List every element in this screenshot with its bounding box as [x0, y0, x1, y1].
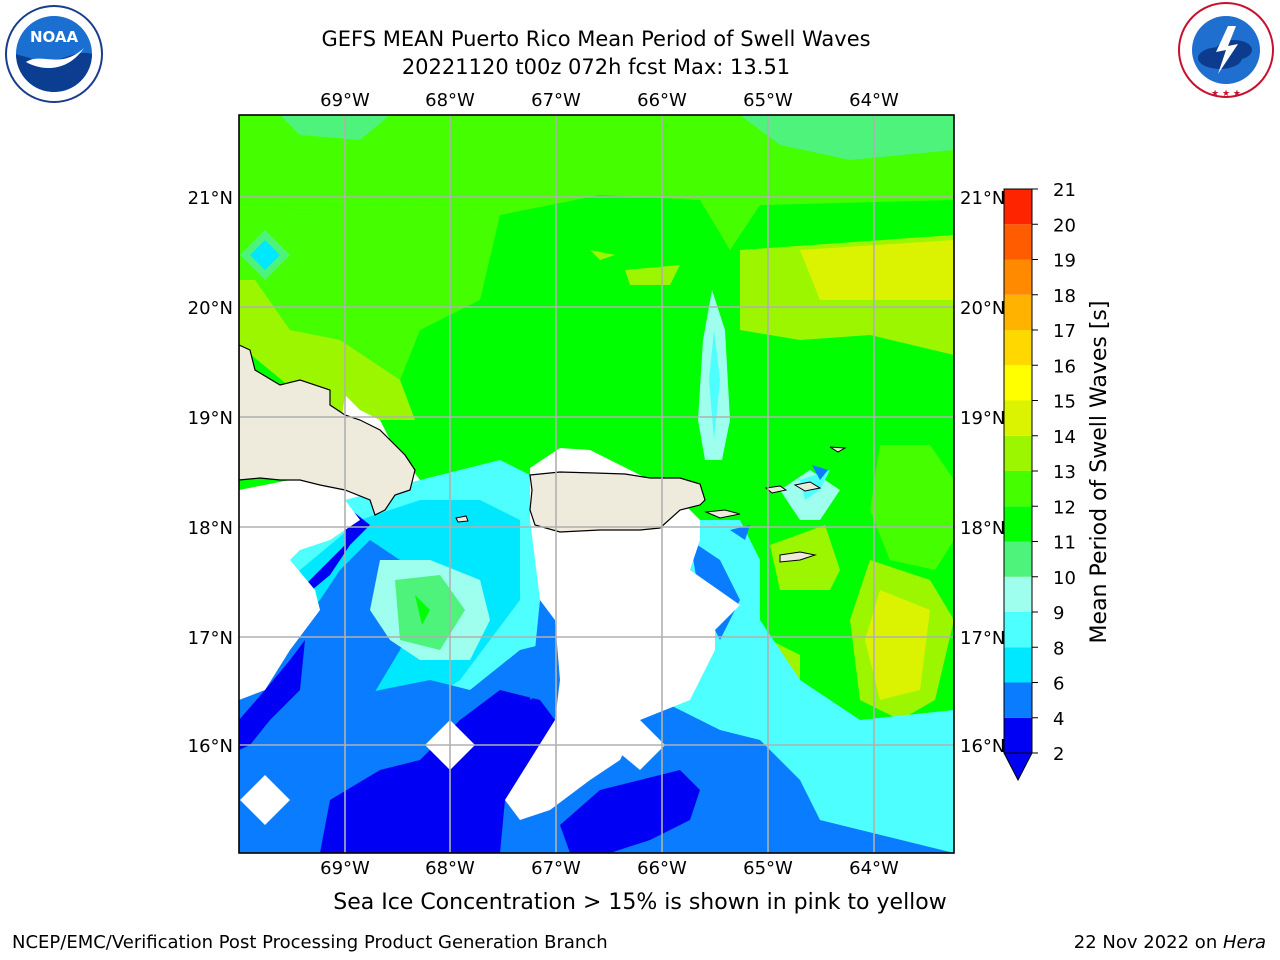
- colorbar-tick-label: 13: [1053, 462, 1076, 483]
- lat-label-left: 16°N: [188, 736, 233, 757]
- colorbar-tick-label: 9: [1053, 603, 1064, 624]
- swell-period-field: [239, 115, 954, 853]
- lon-label-top: 64°W: [849, 90, 899, 111]
- lat-label-left: 20°N: [188, 298, 233, 319]
- colorbar-tick-label: 15: [1053, 392, 1076, 413]
- lat-label-right: 21°N: [960, 188, 1005, 209]
- colorbar-tick-label: 18: [1053, 286, 1076, 307]
- colorbar-label: Mean Period of Swell Waves [s]: [1087, 301, 1112, 644]
- lon-label-bottom: 64°W: [849, 858, 899, 879]
- lon-label-bottom: 68°W: [425, 858, 475, 879]
- forecast-subtitle: 20221120 t00z 072h fcst Max: 13.51: [401, 55, 791, 79]
- colorbar-segment: [1004, 400, 1032, 436]
- sea-ice-note: Sea Ice Concentration > 15% is shown in …: [333, 890, 947, 915]
- colorbar-tick-label: 21: [1053, 180, 1076, 201]
- colorbar-segment: [1004, 576, 1032, 612]
- colorbar-segment: [1004, 506, 1032, 542]
- colorbar-tick-label: 16: [1053, 356, 1076, 377]
- latitude-labels-left: 21°N 20°N 19°N 18°N 17°N 16°N: [188, 188, 233, 757]
- machine-name: Hera: [1222, 932, 1266, 953]
- colorbar-segment: [1004, 259, 1032, 295]
- noaa-logo: NOAA: [5, 5, 103, 103]
- colorbar-tick-label: 20: [1053, 215, 1076, 236]
- lon-label-top: 67°W: [531, 90, 581, 111]
- longitude-labels-top: 69°W 68°W 67°W 66°W 65°W 64°W: [320, 90, 899, 111]
- lon-label-top: 65°W: [743, 90, 793, 111]
- lat-label-right: 19°N: [960, 408, 1005, 429]
- nws-logo: ★ ★ ★: [1178, 2, 1274, 99]
- svg-text:★ ★ ★: ★ ★ ★: [1211, 89, 1241, 99]
- lat-label-right: 20°N: [960, 298, 1005, 319]
- lat-label-right: 16°N: [960, 736, 1005, 757]
- map-frame: [238, 114, 955, 854]
- lon-label-bottom: 67°W: [531, 858, 581, 879]
- colorbar-segment: [1004, 541, 1032, 577]
- lat-label-right: 17°N: [960, 628, 1005, 649]
- colorbar-segment: [1004, 717, 1032, 753]
- colorbar-tick-label: 11: [1053, 533, 1076, 554]
- generation-date: 22 Nov 2022 on Hera: [1074, 932, 1266, 953]
- colorbar-segment: [1004, 365, 1032, 401]
- lon-label-top: 68°W: [425, 90, 475, 111]
- lat-label-left: 18°N: [188, 518, 233, 539]
- lat-label-right: 18°N: [960, 518, 1005, 539]
- colorbar-segment: [1004, 294, 1032, 330]
- lon-label-top: 69°W: [320, 90, 370, 111]
- colorbar-tick-label: 10: [1053, 568, 1076, 589]
- colorbar-tick-label: 4: [1053, 709, 1064, 730]
- colorbar-tick-label: 2: [1053, 744, 1064, 765]
- producer-credit: NCEP/EMC/Verification Post Processing Pr…: [12, 932, 608, 953]
- lon-label-top: 66°W: [637, 90, 687, 111]
- date-text: 22 Nov 2022 on: [1073, 932, 1223, 953]
- colorbar-segment: [1004, 435, 1032, 471]
- map-gridlines: [239, 115, 954, 853]
- lat-label-left: 19°N: [188, 408, 233, 429]
- colorbar-tick-label: 19: [1053, 251, 1076, 272]
- colorbar-segment: [1004, 224, 1032, 260]
- noaa-logo-text: NOAA: [30, 28, 79, 46]
- colorbar-segment: [1004, 647, 1032, 683]
- lat-label-left: 21°N: [188, 188, 233, 209]
- colorbar-tick-label: 8: [1053, 638, 1064, 659]
- colorbar-tick-label: 17: [1053, 321, 1076, 342]
- map-title: GEFS MEAN Puerto Rico Mean Period of Swe…: [321, 27, 871, 51]
- latitude-labels-right: 21°N 20°N 19°N 18°N 17°N 16°N: [960, 188, 1005, 757]
- lon-label-bottom: 69°W: [320, 858, 370, 879]
- lat-label-left: 17°N: [188, 628, 233, 649]
- colorbar-segment: [1004, 330, 1032, 366]
- colorbar-segment: [1004, 471, 1032, 507]
- colorbar: 2 4 6 8 9 10 11 12 13 14 15 16 17 18 19 20 21: [1003, 180, 1076, 782]
- colorbar-extend-triangle: [1003, 752, 1033, 782]
- colorbar-tick-label: 6: [1053, 674, 1064, 695]
- longitude-labels-bottom: 69°W 68°W 67°W 66°W 65°W 64°W: [320, 858, 899, 879]
- lon-label-bottom: 66°W: [637, 858, 687, 879]
- colorbar-tick-label: 14: [1053, 427, 1076, 448]
- colorbar-segment: [1004, 682, 1032, 718]
- colorbar-segment: [1004, 612, 1032, 648]
- lon-label-bottom: 65°W: [743, 858, 793, 879]
- colorbar-segment: [1004, 189, 1032, 225]
- colorbar-tick-label: 12: [1053, 497, 1076, 518]
